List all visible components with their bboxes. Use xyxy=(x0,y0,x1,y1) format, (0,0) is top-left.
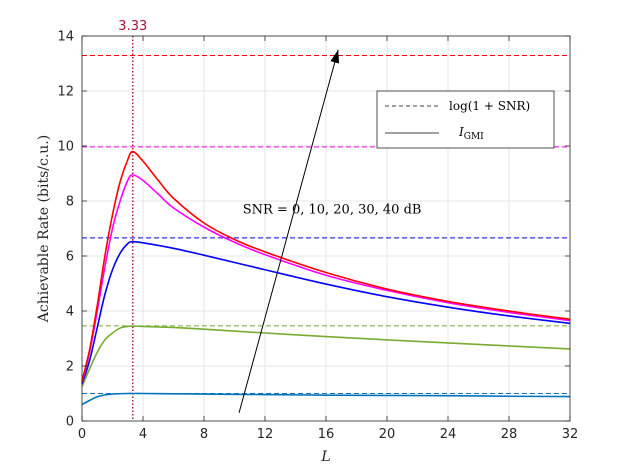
x-tick-label: 24 xyxy=(440,427,457,442)
vline-label: 3.33 xyxy=(118,19,147,34)
snr-arrow xyxy=(238,49,340,413)
x-axis-label: L xyxy=(320,449,330,465)
y-tick-label: 10 xyxy=(57,140,74,155)
y-tick-label: 8 xyxy=(66,195,74,210)
gmi-curve xyxy=(81,325,571,387)
y-axis-label: Achievable Rate (bits/c.u.) xyxy=(36,135,52,323)
x-tick-label: 20 xyxy=(379,427,396,442)
x-tick-label: 32 xyxy=(562,427,579,442)
x-tick-label: 12 xyxy=(257,427,274,442)
x-tick-label: 4 xyxy=(139,427,147,442)
y-tick-label: 14 xyxy=(57,30,74,45)
legend-label-gmi-main: I xyxy=(458,125,464,139)
legend-label-gmi-sub: GMI xyxy=(464,132,484,142)
x-tick-label: 0 xyxy=(78,427,86,442)
y-tick-label: 4 xyxy=(66,305,74,320)
x-tick-label: 8 xyxy=(200,427,208,442)
x-tick-label: 28 xyxy=(501,427,518,442)
gmi-curve xyxy=(81,174,571,383)
legend: log(1 + SNR) IGMI xyxy=(376,90,555,149)
capacity-lines xyxy=(82,55,570,394)
legend-label-capacity: log(1 + SNR) xyxy=(449,99,530,113)
gmi-curves xyxy=(81,150,571,406)
y-tick-label: 12 xyxy=(57,85,74,100)
arrow-shaft xyxy=(238,49,339,413)
gmi-curve xyxy=(81,240,571,385)
x-tick-label: 16 xyxy=(318,427,335,442)
gmi-curve xyxy=(81,392,571,406)
arrow-head xyxy=(330,49,340,64)
y-tick-label: 2 xyxy=(66,360,74,375)
gmi-curve xyxy=(81,150,571,382)
y-tick-label: 6 xyxy=(66,250,74,265)
snr-annotation: SNR = 0, 10, 20, 30, 40 dB xyxy=(243,202,422,217)
legend-box xyxy=(376,90,555,149)
y-tick-label: 0 xyxy=(66,415,74,430)
legend-label-gmi: IGMI xyxy=(458,125,484,142)
